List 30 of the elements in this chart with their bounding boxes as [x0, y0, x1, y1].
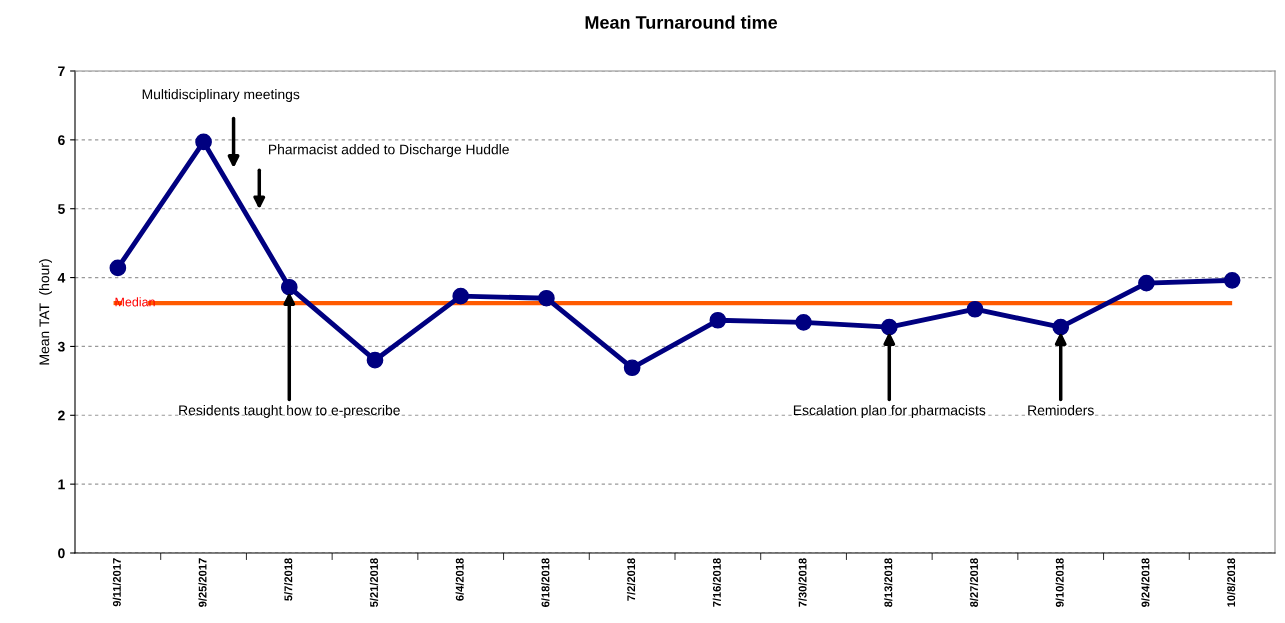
- y-tick-label: 3: [57, 341, 65, 352]
- x-tick-label: 5/21/2018: [369, 558, 379, 607]
- x-tick-label: 6/4/2018: [455, 558, 464, 601]
- annotation: Escalation plan for pharmacists: [793, 404, 986, 418]
- y-tick-label: 7: [58, 66, 65, 77]
- x-tick-label: 8/13/2018: [884, 558, 893, 607]
- y-tick-label: 1: [58, 479, 65, 490]
- y-tick-label: 2: [58, 410, 65, 421]
- x-tick-label: 8/27/2018: [969, 558, 979, 607]
- y-axis-title: Mean TAT (hour): [39, 259, 52, 365]
- x-tick-label: 7/2/2018: [626, 558, 636, 601]
- x-tick-label: 6/18/2018: [541, 558, 550, 607]
- y-tick-label: 5: [57, 204, 65, 214]
- y-tick-label: 4: [57, 273, 66, 283]
- y-tick-label: 6: [58, 135, 65, 146]
- x-tick-label: 9/24/2018: [1141, 558, 1150, 607]
- x-tick-label: 5/7/2018: [284, 558, 293, 601]
- annotation: Multidisciplinary meetings: [142, 89, 300, 102]
- ref-line-label: Median: [115, 297, 155, 307]
- annotation: Residents taught how to e-prescribe: [179, 404, 400, 418]
- y-tick-label: 0: [58, 548, 65, 559]
- x-tick-label: 9/10/2018: [1055, 558, 1064, 607]
- annotation: Reminders: [1028, 404, 1094, 416]
- chart-title: Mean Turnaround time: [585, 15, 778, 29]
- x-tick-label: 10/8/2018: [1226, 558, 1236, 607]
- annotation: Pharmacist added to Discharge Huddle: [269, 144, 509, 158]
- x-tick-label: 9/11/2017: [112, 558, 121, 607]
- x-tick-label: 9/25/2017: [198, 558, 207, 607]
- x-tick-label: 7/30/2018: [798, 558, 807, 607]
- x-tick-label: 7/16/2018: [712, 558, 721, 607]
